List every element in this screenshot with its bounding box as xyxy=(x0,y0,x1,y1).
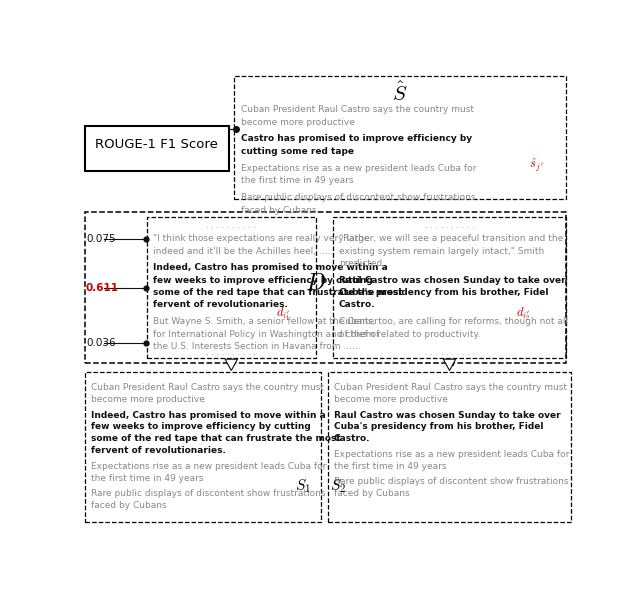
Text: few weeks to improve efficiency by cutting: few weeks to improve efficiency by cutti… xyxy=(91,423,310,432)
Bar xyxy=(228,359,234,365)
Text: Cuba's presidency from his brother, Fidel: Cuba's presidency from his brother, Fide… xyxy=(339,288,548,297)
Text: Rare public displays of discontent show frustrations: Rare public displays of discontent show … xyxy=(241,193,476,202)
Text: "Rather, we will see a peaceful transition and the: "Rather, we will see a peaceful transiti… xyxy=(339,234,563,243)
Text: existing system remain largely intact," Smith: existing system remain largely intact," … xyxy=(339,246,544,256)
Text: Castro.: Castro. xyxy=(339,300,376,310)
Text: Rare public displays of discontent show frustrations: Rare public displays of discontent show … xyxy=(334,477,568,486)
Bar xyxy=(85,372,321,522)
Text: Raul Castro was chosen Sunday to take over: Raul Castro was chosen Sunday to take ov… xyxy=(339,276,566,285)
Text: of them related to productivity.: of them related to productivity. xyxy=(339,330,481,339)
Text: become more productive: become more productive xyxy=(91,395,205,404)
Text: indeed and it'll be the Achilles heel, ......: indeed and it'll be the Achilles heel, .… xyxy=(153,246,336,256)
Text: Cuban President Raul Castro says the country must: Cuban President Raul Castro says the cou… xyxy=(91,383,324,392)
Text: faced by Cubans: faced by Cubans xyxy=(334,489,410,498)
Text: Rare public displays of discontent show frustrations: Rare public displays of discontent show … xyxy=(91,489,325,498)
Text: "I think those expectations are really very large: "I think those expectations are really v… xyxy=(153,234,369,243)
Text: few weeks to improve efficiency by cutting: few weeks to improve efficiency by cutti… xyxy=(153,276,372,285)
Bar xyxy=(147,217,316,358)
Text: the first time in 49 years: the first time in 49 years xyxy=(334,462,447,471)
Text: $d_{i_2^{\prime}}$: $d_{i_2^{\prime}}$ xyxy=(516,305,531,323)
Text: Castro has promised to improve efficiency by: Castro has promised to improve efficienc… xyxy=(241,134,472,143)
Text: Expectations rise as a new president leads Cuba for: Expectations rise as a new president lea… xyxy=(91,462,326,471)
Text: Expectations rise as a new president leads Cuba for: Expectations rise as a new president lea… xyxy=(334,450,570,459)
Text: predicted.: predicted. xyxy=(339,259,385,268)
Text: $S_1$: $S_1$ xyxy=(294,477,310,495)
Text: faced by Cubans: faced by Cubans xyxy=(91,501,166,510)
Text: Raul Castro was chosen Sunday to take over: Raul Castro was chosen Sunday to take ov… xyxy=(334,411,561,420)
Text: $S_2$: $S_2$ xyxy=(330,477,347,495)
Text: Castro.: Castro. xyxy=(334,435,371,443)
Text: . . . . . . . . . .: . . . . . . . . . . xyxy=(206,348,256,357)
Text: . . . . . . . . . .: . . . . . . . . . . xyxy=(424,348,474,357)
Text: Indeed, Castro has promised to move within a: Indeed, Castro has promised to move with… xyxy=(91,411,326,420)
Text: some of the red tape that can frustrate the most: some of the red tape that can frustrate … xyxy=(91,435,340,443)
Text: fervent of revolutionaries.: fervent of revolutionaries. xyxy=(153,300,288,310)
Text: become more productive: become more productive xyxy=(241,118,355,127)
Text: Cuban President Raul Castro says the country must: Cuban President Raul Castro says the cou… xyxy=(334,383,567,392)
Bar xyxy=(333,217,566,358)
Bar xyxy=(234,76,566,199)
Text: $\hat{S}$: $\hat{S}$ xyxy=(392,81,408,105)
Polygon shape xyxy=(225,359,237,371)
Text: Indeed, Castro has promised to move within a: Indeed, Castro has promised to move with… xyxy=(153,263,388,272)
Text: faced by Cubans: faced by Cubans xyxy=(241,205,317,214)
Text: the U.S. Interests Section in Havana from ......: the U.S. Interests Section in Havana fro… xyxy=(153,342,360,351)
Bar xyxy=(447,359,452,365)
Text: the first time in 49 years: the first time in 49 years xyxy=(241,176,354,185)
Text: But Wayne S. Smith, a senior fellow at the Center: But Wayne S. Smith, a senior fellow at t… xyxy=(153,317,378,326)
Text: Cubans, too, are calling for reforms, though not all: Cubans, too, are calling for reforms, th… xyxy=(339,317,568,326)
Text: Expectations rise as a new president leads Cuba for: Expectations rise as a new president lea… xyxy=(241,163,477,173)
Text: 0.611: 0.611 xyxy=(86,282,119,292)
Text: ROUGE-1 F1 Score: ROUGE-1 F1 Score xyxy=(95,139,218,152)
Text: $d_{i_1^{\prime}}$: $d_{i_1^{\prime}}$ xyxy=(276,305,290,323)
Text: $D$: $D$ xyxy=(305,271,326,295)
Polygon shape xyxy=(444,359,456,371)
Text: the first time in 49 years: the first time in 49 years xyxy=(91,474,204,482)
Text: Cuba's presidency from his brother, Fidel: Cuba's presidency from his brother, Fide… xyxy=(334,423,543,432)
Text: Cuban President Raul Castro says the country must: Cuban President Raul Castro says the cou… xyxy=(241,105,474,114)
Bar xyxy=(85,213,566,363)
Text: $\hat{s}_{j^{\prime}}$: $\hat{s}_{j^{\prime}}$ xyxy=(529,156,543,174)
Text: some of the red tape that can frustrate the most: some of the red tape that can frustrate … xyxy=(153,288,403,297)
Text: cutting some red tape: cutting some red tape xyxy=(241,147,354,156)
Text: become more productive: become more productive xyxy=(334,395,448,404)
Text: for International Policy in Washington and chief of: for International Policy in Washington a… xyxy=(153,330,380,339)
Text: fervent of revolutionaries.: fervent of revolutionaries. xyxy=(91,446,226,455)
Text: . . . . . . . . . .: . . . . . . . . . . xyxy=(424,221,474,230)
Bar xyxy=(85,126,229,171)
Bar xyxy=(328,372,571,522)
Text: . . . . . . . . . .: . . . . . . . . . . xyxy=(206,221,256,230)
Text: 0.036: 0.036 xyxy=(86,338,116,348)
Text: 0.075: 0.075 xyxy=(86,234,116,244)
